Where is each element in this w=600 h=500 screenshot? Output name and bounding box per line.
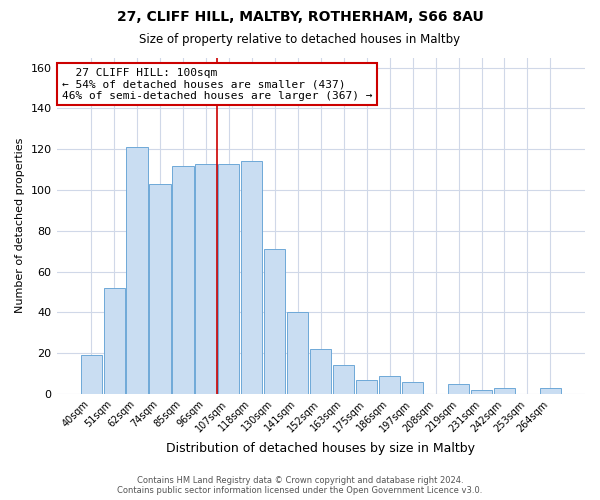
Bar <box>402 382 423 394</box>
Bar <box>310 349 331 394</box>
Bar <box>241 162 262 394</box>
Bar <box>80 355 101 394</box>
Bar <box>494 388 515 394</box>
Bar <box>172 166 194 394</box>
Text: Contains HM Land Registry data © Crown copyright and database right 2024.
Contai: Contains HM Land Registry data © Crown c… <box>118 476 482 495</box>
Bar <box>196 164 217 394</box>
Text: 27 CLIFF HILL: 100sqm
← 54% of detached houses are smaller (437)
46% of semi-det: 27 CLIFF HILL: 100sqm ← 54% of detached … <box>62 68 373 101</box>
Bar <box>127 147 148 394</box>
Bar <box>333 366 354 394</box>
Bar <box>149 184 170 394</box>
X-axis label: Distribution of detached houses by size in Maltby: Distribution of detached houses by size … <box>166 442 475 455</box>
Y-axis label: Number of detached properties: Number of detached properties <box>15 138 25 314</box>
Bar <box>218 164 239 394</box>
Text: Size of property relative to detached houses in Maltby: Size of property relative to detached ho… <box>139 32 461 46</box>
Bar <box>264 249 286 394</box>
Text: 27, CLIFF HILL, MALTBY, ROTHERHAM, S66 8AU: 27, CLIFF HILL, MALTBY, ROTHERHAM, S66 8… <box>116 10 484 24</box>
Bar <box>540 388 561 394</box>
Bar <box>356 380 377 394</box>
Bar <box>471 390 492 394</box>
Bar <box>448 384 469 394</box>
Bar <box>287 312 308 394</box>
Bar <box>104 288 125 394</box>
Bar <box>379 376 400 394</box>
